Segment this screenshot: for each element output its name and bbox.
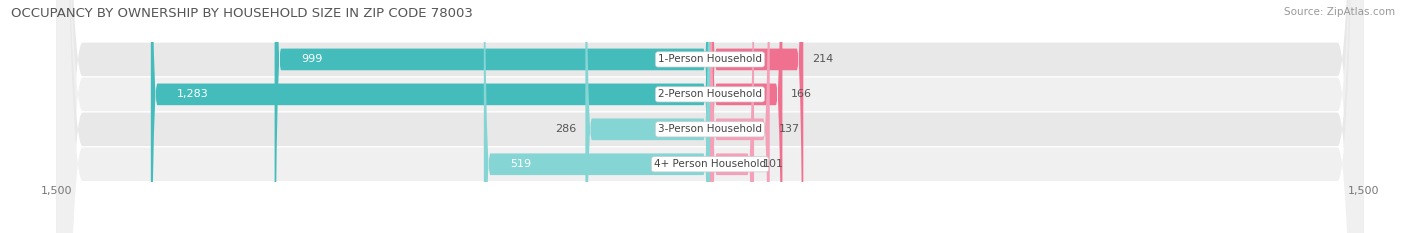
FancyBboxPatch shape [585,0,710,233]
FancyBboxPatch shape [710,0,769,233]
Text: 214: 214 [813,55,834,64]
FancyBboxPatch shape [56,0,1364,233]
FancyBboxPatch shape [484,0,710,233]
FancyBboxPatch shape [710,0,803,233]
FancyBboxPatch shape [56,0,1364,233]
Text: 286: 286 [555,124,576,134]
FancyBboxPatch shape [710,0,754,233]
FancyBboxPatch shape [150,0,710,233]
Text: 3-Person Household: 3-Person Household [658,124,762,134]
Text: 999: 999 [301,55,322,64]
Text: Source: ZipAtlas.com: Source: ZipAtlas.com [1284,7,1395,17]
FancyBboxPatch shape [56,0,1364,233]
Text: 519: 519 [510,159,531,169]
Text: 1,283: 1,283 [177,89,208,99]
Text: OCCUPANCY BY OWNERSHIP BY HOUSEHOLD SIZE IN ZIP CODE 78003: OCCUPANCY BY OWNERSHIP BY HOUSEHOLD SIZE… [11,7,474,20]
Text: 101: 101 [763,159,783,169]
Text: 137: 137 [779,124,800,134]
Text: 1-Person Household: 1-Person Household [658,55,762,64]
FancyBboxPatch shape [710,0,782,233]
Text: 4+ Person Household: 4+ Person Household [654,159,766,169]
FancyBboxPatch shape [56,0,1364,233]
Text: 2-Person Household: 2-Person Household [658,89,762,99]
Text: 166: 166 [792,89,813,99]
FancyBboxPatch shape [274,0,710,233]
